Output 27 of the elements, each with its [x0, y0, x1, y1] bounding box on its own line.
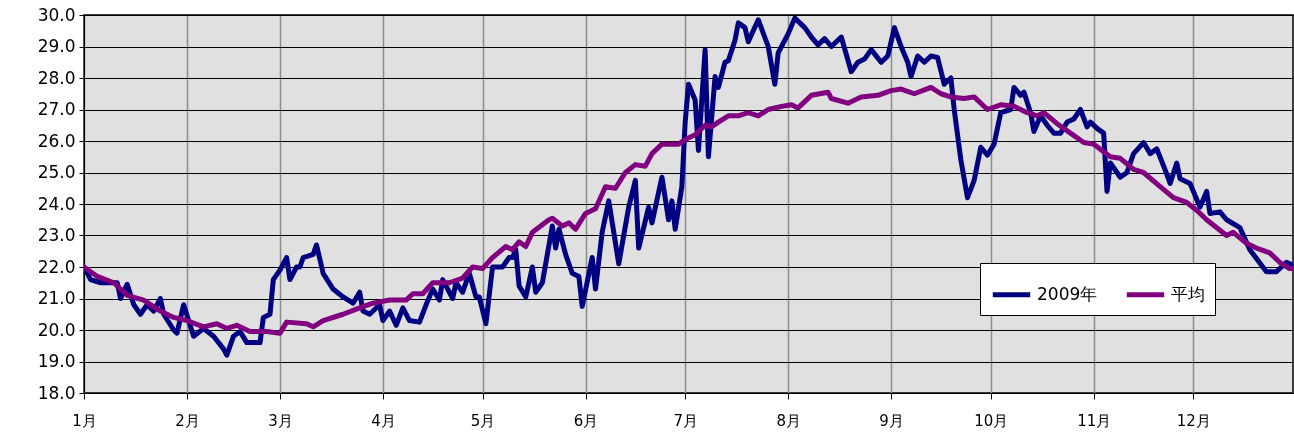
x-tick-label: 3月	[268, 411, 293, 430]
x-tick-label: 12月	[1176, 411, 1211, 430]
x-tick-label: 4月	[371, 411, 396, 430]
y-tick-label: 20.0	[37, 319, 76, 340]
y-tick-label: 26.0	[37, 130, 76, 151]
x-tick-label: 9月	[879, 411, 904, 430]
x-tick-label: 10月	[974, 411, 1009, 430]
y-tick-label: 22.0	[37, 256, 76, 277]
x-tick-label: 6月	[573, 411, 599, 430]
x-tick-label: 11月	[1077, 411, 1112, 430]
x-tick-label: 5月	[470, 411, 496, 430]
y-tick-label: 29.0	[37, 36, 76, 56]
x-tick-label: 2月	[175, 411, 200, 430]
x-tick-label: 8月	[776, 411, 801, 430]
y-tick-label: 23.0	[37, 225, 76, 245]
y-tick-label: 25.0	[37, 162, 76, 182]
y-tick-label: 27.0	[37, 99, 76, 119]
y-tick-label: 28.0	[37, 67, 76, 88]
y-tick-label: 21.0	[37, 288, 76, 308]
x-tick-label: 1月	[72, 411, 97, 430]
legend-label: 2009年	[1037, 283, 1098, 304]
legend-label: 平均	[1171, 283, 1205, 304]
x-tick-label: 7月	[673, 411, 698, 430]
y-tick-label: 18.0	[37, 382, 76, 403]
y-tick-label: 30.0	[37, 4, 76, 25]
y-tick-label: 19.0	[37, 351, 76, 371]
y-tick-label: 24.0	[37, 193, 76, 214]
